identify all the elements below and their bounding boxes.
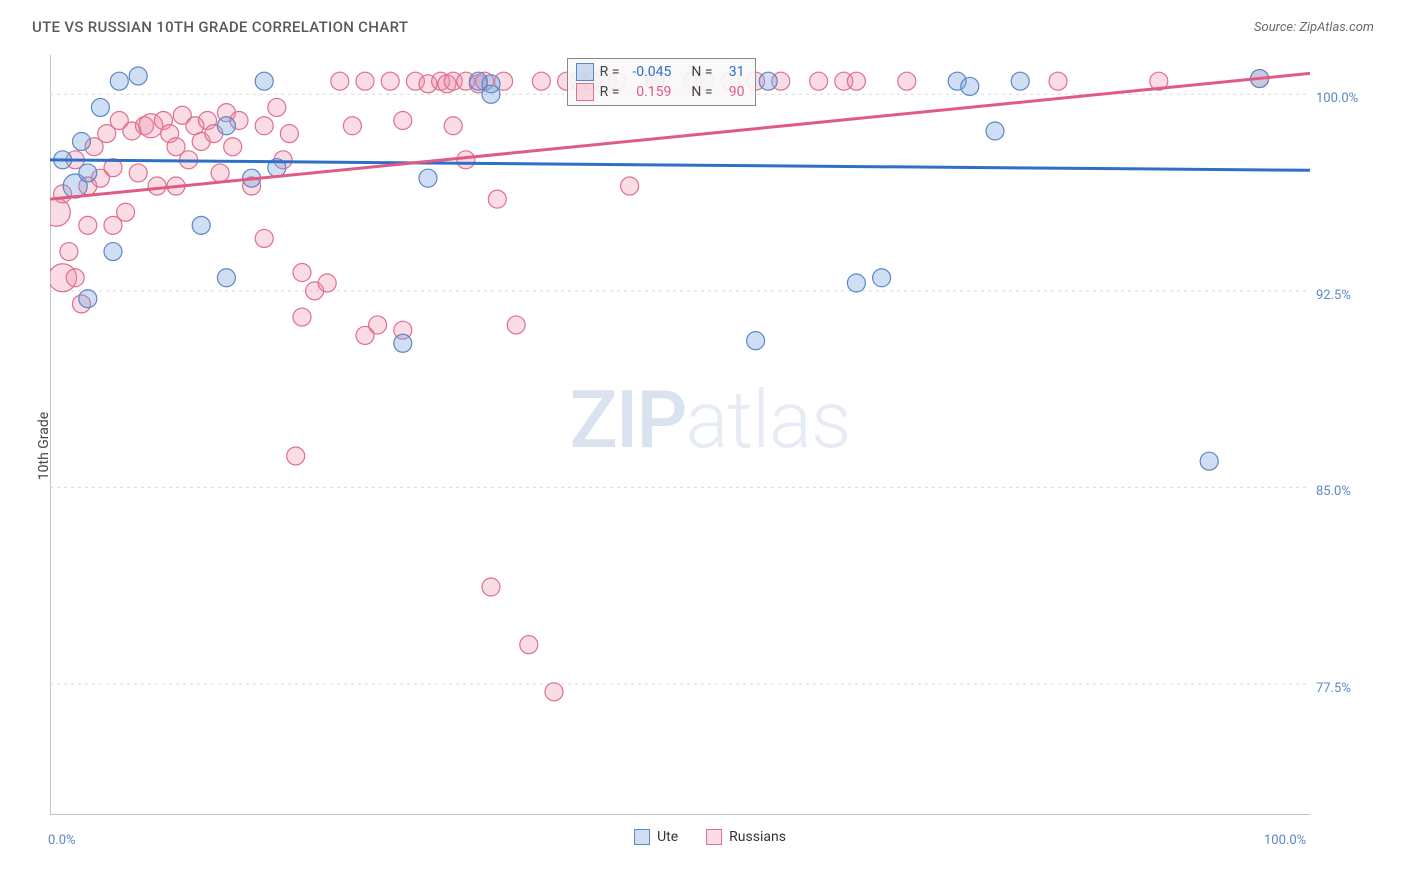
- data-point-russians: [621, 177, 639, 195]
- data-point-russians: [847, 72, 865, 90]
- legend-swatch-icon: [706, 829, 722, 845]
- data-point-russians: [255, 117, 273, 135]
- legend-swatch-icon: [576, 83, 594, 101]
- data-point-ute: [73, 132, 91, 150]
- y-tick-label: 100.0%: [1316, 91, 1358, 106]
- scatter-plot-svg: [50, 55, 1310, 815]
- data-point-russians: [444, 117, 462, 135]
- data-point-russians: [211, 164, 229, 182]
- x-tick-label-min: 0.0%: [48, 833, 76, 848]
- data-point-russians: [280, 125, 298, 143]
- data-point-ute: [192, 216, 210, 234]
- data-point-russians: [129, 164, 147, 182]
- data-point-ute: [747, 332, 765, 350]
- data-point-ute: [986, 122, 1004, 140]
- legend-label: Ute: [657, 829, 678, 845]
- data-point-russians: [79, 216, 97, 234]
- legend-row-russians: R = 0.159 N = 90: [576, 83, 745, 101]
- legend-r-label: R =: [600, 84, 620, 100]
- data-point-ute: [1200, 452, 1218, 470]
- data-point-russians: [343, 117, 361, 135]
- data-point-ute: [110, 72, 128, 90]
- data-point-russians: [532, 72, 550, 90]
- legend-n-value: 90: [719, 84, 745, 100]
- correlation-legend: R = -0.045 N = 31 R = 0.159 N = 90: [567, 58, 756, 106]
- legend-swatch-icon: [576, 63, 594, 81]
- data-point-russians: [356, 72, 374, 90]
- legend-item: Russians: [706, 829, 786, 845]
- data-point-russians: [457, 151, 475, 169]
- data-point-russians: [287, 447, 305, 465]
- data-point-russians: [224, 138, 242, 156]
- chart-area: ZIPatlas R =-0.045N =31R =0.159N =90 Ute…: [50, 55, 1370, 815]
- data-point-ute: [79, 164, 97, 182]
- data-point-ute: [104, 243, 122, 261]
- legend-n-label: N =: [691, 64, 712, 80]
- legend-swatch-icon: [634, 829, 650, 845]
- data-point-russians: [331, 72, 349, 90]
- data-point-russians: [148, 177, 166, 195]
- data-point-ute: [482, 85, 500, 103]
- data-point-russians: [381, 72, 399, 90]
- y-tick-label: 92.5%: [1316, 288, 1351, 303]
- data-point-ute: [91, 98, 109, 116]
- data-point-ute: [961, 77, 979, 95]
- x-tick-label-max: 100.0%: [1264, 833, 1306, 848]
- data-point-ute: [873, 269, 891, 287]
- data-point-russians: [293, 264, 311, 282]
- data-point-ute: [1011, 72, 1029, 90]
- data-point-russians: [255, 229, 273, 247]
- data-point-russians: [898, 72, 916, 90]
- data-point-ute: [419, 169, 437, 187]
- data-point-russians: [482, 578, 500, 596]
- data-point-ute: [217, 269, 235, 287]
- data-point-ute: [394, 334, 412, 352]
- y-tick-label: 77.5%: [1316, 681, 1351, 696]
- legend-n-value: 31: [719, 64, 745, 80]
- data-point-russians: [507, 316, 525, 334]
- data-point-russians: [268, 98, 286, 116]
- data-point-russians: [1049, 72, 1067, 90]
- legend-n-label: N =: [691, 84, 712, 100]
- data-point-russians: [810, 72, 828, 90]
- series-legend: Ute Russians: [634, 829, 786, 845]
- data-point-russians: [293, 308, 311, 326]
- data-point-ute: [129, 67, 147, 85]
- data-point-russians: [66, 269, 84, 287]
- data-point-ute: [759, 72, 777, 90]
- data-point-russians: [488, 190, 506, 208]
- data-point-russians: [545, 683, 563, 701]
- data-point-russians: [369, 316, 387, 334]
- legend-row-ute: R = -0.045 N = 31: [576, 63, 745, 81]
- legend-r-label: R =: [600, 64, 620, 80]
- legend-r-value: 0.159: [625, 84, 671, 100]
- data-point-ute: [255, 72, 273, 90]
- data-point-russians: [394, 112, 412, 130]
- y-tick-label: 85.0%: [1316, 484, 1351, 499]
- data-point-ute: [847, 274, 865, 292]
- trendline-ute: [50, 160, 1310, 170]
- data-point-ute: [217, 117, 235, 135]
- data-point-ute: [79, 290, 97, 308]
- data-point-russians: [117, 203, 135, 221]
- legend-r-value: -0.045: [625, 64, 671, 80]
- data-point-russians: [318, 274, 336, 292]
- legend-item: Ute: [634, 829, 678, 845]
- legend-label: Russians: [729, 829, 786, 845]
- data-point-russians: [60, 243, 78, 261]
- chart-source: Source: ZipAtlas.com: [1254, 20, 1374, 35]
- data-point-russians: [520, 636, 538, 654]
- chart-title: UTE VS RUSSIAN 10TH GRADE CORRELATION CH…: [32, 18, 408, 36]
